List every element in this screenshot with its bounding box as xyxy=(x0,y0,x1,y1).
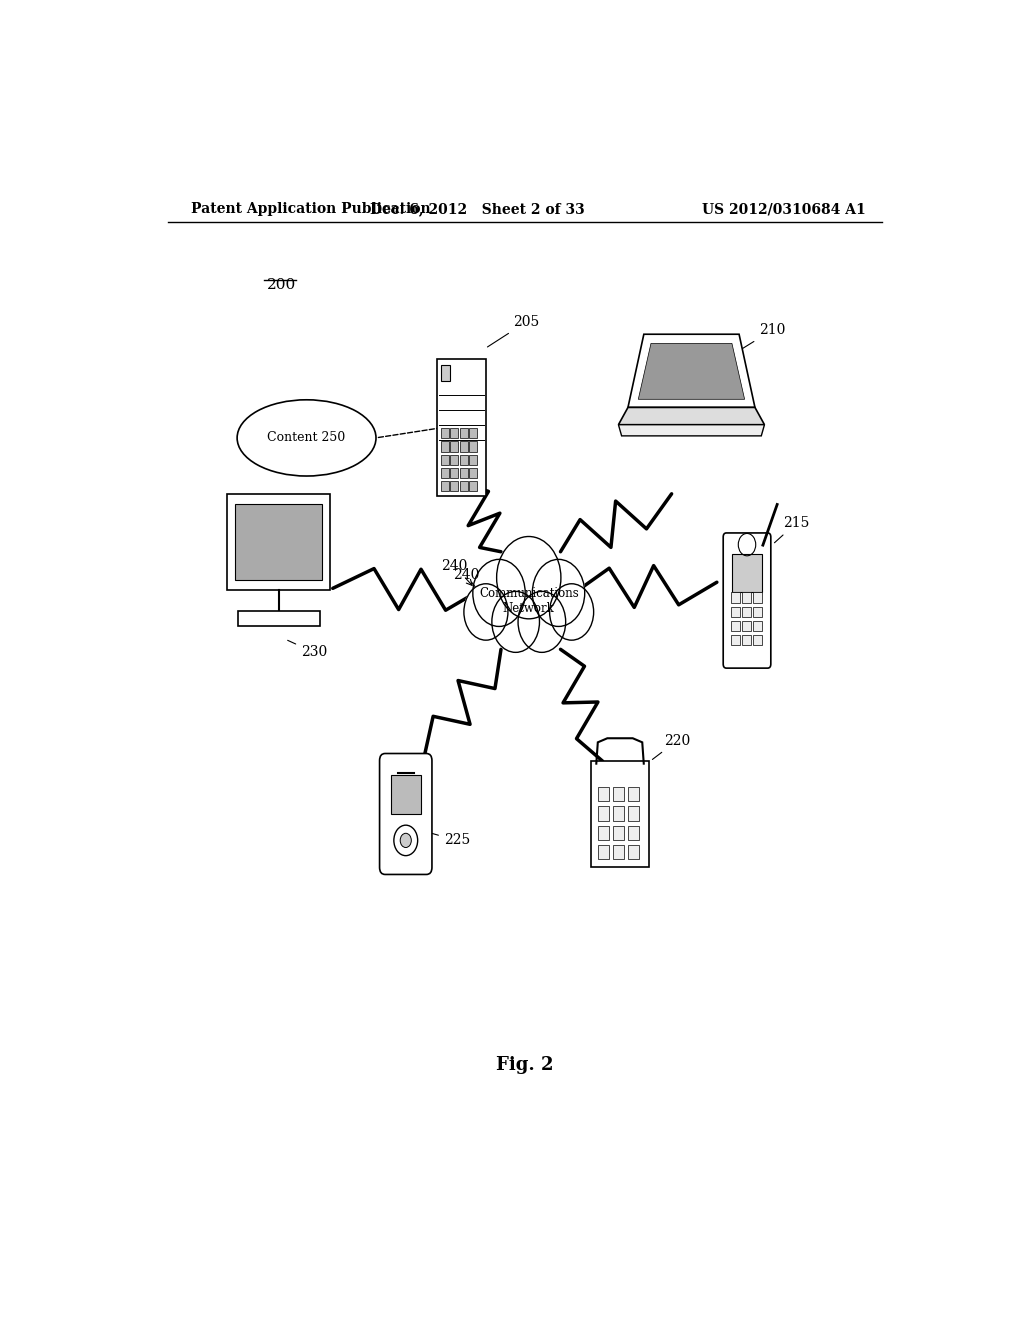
Circle shape xyxy=(464,583,508,640)
Bar xyxy=(613,826,624,840)
Bar xyxy=(742,635,751,645)
Circle shape xyxy=(400,833,412,847)
Bar xyxy=(598,826,609,840)
Bar xyxy=(451,480,458,491)
Bar xyxy=(628,787,639,801)
Bar xyxy=(460,428,468,438)
Bar xyxy=(460,467,468,478)
Bar xyxy=(440,366,451,381)
Bar xyxy=(238,611,321,626)
Polygon shape xyxy=(638,343,744,399)
Bar xyxy=(742,593,751,602)
Text: 220: 220 xyxy=(652,734,690,759)
Circle shape xyxy=(518,591,565,652)
Bar xyxy=(754,635,762,645)
Text: Patent Application Publication: Patent Application Publication xyxy=(191,202,431,216)
Text: Content 250: Content 250 xyxy=(267,432,346,445)
Bar xyxy=(628,807,639,821)
Bar xyxy=(628,845,639,859)
Text: 210: 210 xyxy=(735,323,785,354)
Text: 215: 215 xyxy=(774,516,809,543)
FancyBboxPatch shape xyxy=(380,754,432,874)
Bar xyxy=(742,607,751,616)
Bar xyxy=(598,845,609,859)
Bar xyxy=(469,480,477,491)
Bar xyxy=(469,441,477,451)
Bar xyxy=(451,454,458,465)
Bar xyxy=(731,635,740,645)
Bar xyxy=(436,359,486,496)
Bar xyxy=(440,467,449,478)
Bar xyxy=(469,428,477,438)
Text: 200: 200 xyxy=(267,279,296,292)
Bar xyxy=(460,480,468,491)
Text: Fig. 2: Fig. 2 xyxy=(496,1056,554,1074)
Bar xyxy=(754,593,762,602)
Bar xyxy=(451,441,458,451)
Bar xyxy=(598,807,609,821)
Text: 225: 225 xyxy=(431,833,470,847)
Bar xyxy=(613,845,624,859)
Bar xyxy=(754,620,762,631)
Bar xyxy=(742,620,751,631)
Bar xyxy=(236,504,323,581)
Polygon shape xyxy=(618,408,765,425)
Bar xyxy=(451,467,458,478)
Text: Dec. 6, 2012   Sheet 2 of 33: Dec. 6, 2012 Sheet 2 of 33 xyxy=(370,202,585,216)
Ellipse shape xyxy=(238,400,376,477)
Bar xyxy=(440,454,449,465)
Circle shape xyxy=(550,583,594,640)
Circle shape xyxy=(492,591,540,652)
Bar xyxy=(754,607,762,616)
Bar xyxy=(628,826,639,840)
FancyBboxPatch shape xyxy=(723,533,771,668)
Text: 240: 240 xyxy=(441,560,472,585)
Bar xyxy=(469,467,477,478)
Text: Communications
Network: Communications Network xyxy=(479,586,579,615)
Text: 205: 205 xyxy=(487,315,540,347)
Bar xyxy=(732,554,762,593)
Circle shape xyxy=(497,536,561,619)
Bar xyxy=(440,441,449,451)
Bar xyxy=(469,454,477,465)
Bar xyxy=(440,480,449,491)
Text: 230: 230 xyxy=(288,640,328,660)
Polygon shape xyxy=(628,334,755,408)
Bar xyxy=(391,775,421,814)
Bar xyxy=(613,807,624,821)
Bar xyxy=(598,787,609,801)
Bar xyxy=(460,441,468,451)
Bar xyxy=(451,428,458,438)
Circle shape xyxy=(532,560,585,627)
Bar xyxy=(227,494,331,590)
Text: 240: 240 xyxy=(454,568,480,582)
Bar xyxy=(613,787,624,801)
Bar xyxy=(460,454,468,465)
Bar xyxy=(731,593,740,602)
Bar xyxy=(731,607,740,616)
Bar xyxy=(592,760,648,867)
Bar xyxy=(440,428,449,438)
Text: US 2012/0310684 A1: US 2012/0310684 A1 xyxy=(702,202,866,216)
Polygon shape xyxy=(618,425,765,436)
Bar xyxy=(731,620,740,631)
Circle shape xyxy=(473,560,525,627)
